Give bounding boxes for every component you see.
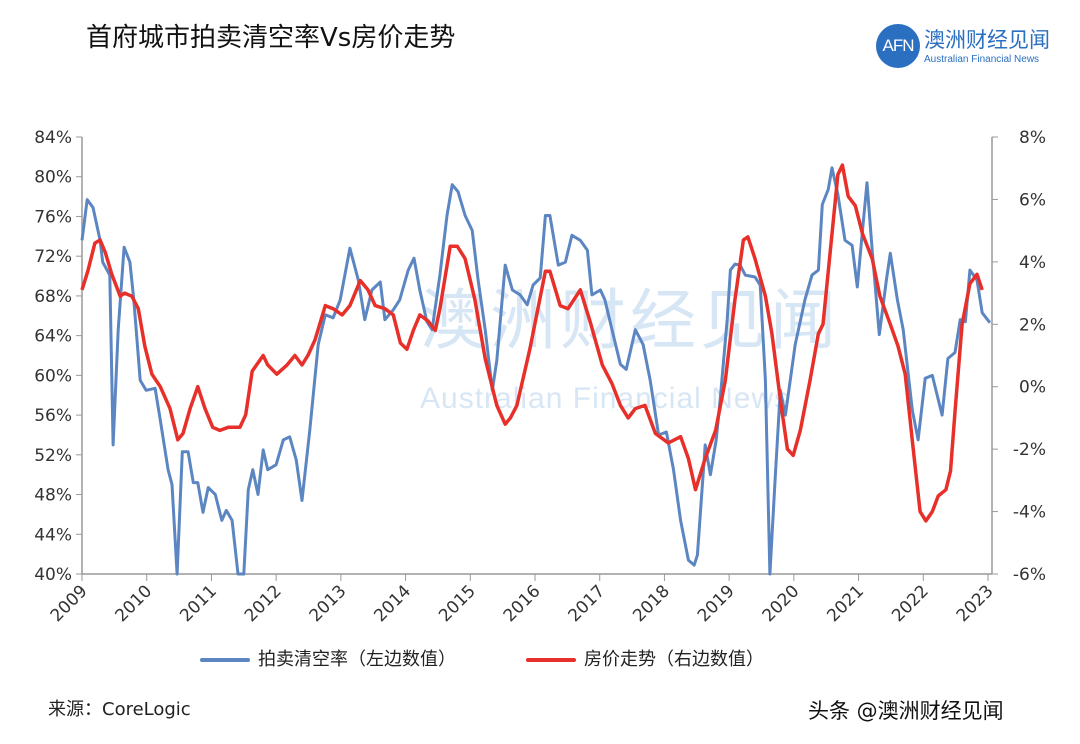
legend-label-price: 房价走势（右边数值） (584, 649, 764, 670)
clearance-rate-line (80, 166, 992, 576)
right-tick-label: -6% (1013, 565, 1046, 585)
right-tick-label: -2% (1013, 440, 1046, 460)
x-tick-label: 2018 (629, 581, 674, 626)
left-tick-label: 76% (34, 207, 72, 227)
x-tick-label: 2011 (176, 581, 221, 626)
x-tick-label: 2020 (759, 581, 804, 626)
left-tick-label: 68% (34, 287, 72, 307)
legend-item-price: 房价走势（右边数值） (526, 648, 764, 672)
credit-note: 头条 @澳洲财经见闻 (808, 699, 1004, 723)
x-tick-label: 2009 (47, 581, 92, 626)
x-tick-label: 2012 (241, 581, 286, 626)
x-tick-label: 2016 (500, 581, 545, 626)
left-tick-label: 48% (34, 486, 72, 506)
logo-chinese-name: 澳洲财经见闻 (924, 27, 1050, 52)
legend-swatch-red (526, 658, 576, 662)
x-tick-label: 2019 (694, 581, 739, 626)
source-note: 来源：CoreLogic (48, 699, 191, 720)
chart-title: 首府城市拍卖清空率Vs房价走势 (86, 23, 456, 53)
left-tick-label: 52% (34, 446, 72, 466)
x-tick-label: 2022 (888, 581, 933, 626)
left-tick-label: 44% (34, 525, 72, 545)
x-tick-label: 2014 (370, 581, 415, 626)
right-tick-label: 0% (1019, 378, 1046, 398)
left-tick-label: 60% (34, 366, 72, 386)
x-tick-label: 2013 (306, 581, 351, 626)
afn-logo-mark: AFN (876, 24, 920, 68)
left-tick-label: 40% (34, 565, 72, 585)
right-tick-label: 2% (1019, 315, 1046, 335)
afn-logo: AFN 澳洲财经见闻 Australian Financial News (876, 24, 1050, 68)
price-trend-line (80, 163, 984, 523)
legend-swatch-blue (200, 658, 250, 662)
left-tick-label: 64% (34, 327, 72, 347)
x-tick-label: 2021 (823, 581, 868, 626)
left-tick-label: 72% (34, 247, 72, 267)
x-tick-label: 2015 (435, 581, 480, 626)
right-tick-label: 8% (1019, 128, 1046, 148)
left-tick-label: 80% (34, 168, 72, 188)
legend-label-clearance: 拍卖清空率（左边数值） (258, 649, 456, 670)
x-tick-label: 2023 (953, 581, 998, 626)
x-tick-label: 2010 (112, 581, 157, 626)
logo-english-name: Australian Financial News (924, 53, 1040, 65)
left-tick-label: 84% (34, 128, 72, 148)
right-tick-label: 6% (1019, 190, 1046, 210)
left-tick-label: 56% (34, 406, 72, 426)
right-tick-label: -4% (1013, 503, 1046, 523)
legend-item-clearance: 拍卖清空率（左边数值） (200, 648, 456, 672)
x-tick-label: 2017 (565, 581, 610, 626)
right-tick-label: 4% (1019, 253, 1046, 273)
